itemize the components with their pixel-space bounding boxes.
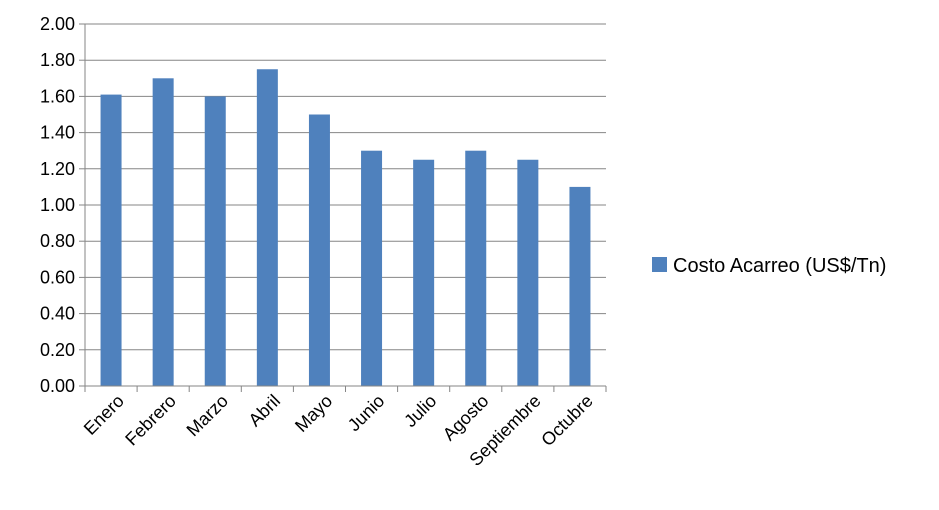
x-tick-label: Enero bbox=[80, 391, 128, 439]
bar-febrero bbox=[152, 78, 174, 387]
x-tick-label: Junio bbox=[344, 391, 389, 436]
bar-septiembre bbox=[517, 159, 539, 386]
y-tick-label: 0.00 bbox=[40, 376, 75, 396]
bar-mayo bbox=[308, 114, 330, 386]
x-tick-label: Julio bbox=[400, 391, 440, 431]
y-tick-label: 0.60 bbox=[40, 267, 75, 287]
legend-swatch bbox=[652, 257, 667, 272]
x-tick-label: Febrero bbox=[121, 391, 180, 450]
bar-marzo bbox=[204, 96, 226, 387]
bar-abril bbox=[256, 69, 278, 386]
x-tick-label: Abril bbox=[245, 391, 285, 431]
bars bbox=[100, 69, 591, 387]
bar-agosto bbox=[465, 150, 487, 386]
y-tick-label: 1.00 bbox=[40, 195, 75, 215]
y-tick-label: 0.40 bbox=[40, 304, 75, 324]
x-tick-label: Marzo bbox=[183, 391, 233, 441]
bar-enero bbox=[100, 94, 122, 386]
axes bbox=[79, 23, 607, 392]
bar-octubre bbox=[569, 186, 591, 386]
bar-junio bbox=[361, 150, 383, 386]
y-tick-label: 0.20 bbox=[40, 340, 75, 360]
y-tick-label: 2.00 bbox=[40, 14, 75, 34]
x-tick-label: Octubre bbox=[537, 391, 596, 450]
legend: Costo Acarreo (US$/Tn) bbox=[652, 255, 886, 277]
y-tick-label: 0.80 bbox=[40, 231, 75, 251]
y-tick-label: 1.80 bbox=[40, 50, 75, 70]
legend-label: Costo Acarreo (US$/Tn) bbox=[673, 255, 886, 277]
y-tick-label: 1.40 bbox=[40, 123, 75, 143]
y-tick-label: 1.20 bbox=[40, 159, 75, 179]
bar-julio bbox=[413, 159, 435, 386]
y-axis-tick-labels: 0.00 0.20 0.40 0.60 0.80 1.00 1.20 1.40 1.60 1.80… bbox=[40, 14, 75, 396]
x-tick-label: Mayo bbox=[291, 391, 336, 436]
y-tick-label: 1.60 bbox=[40, 86, 75, 106]
